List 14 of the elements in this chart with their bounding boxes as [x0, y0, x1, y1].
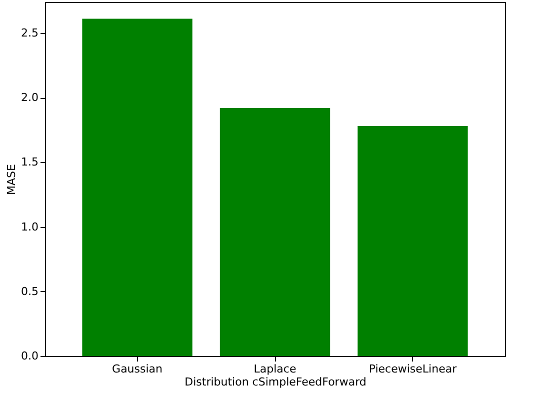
y-tick-label: 0.5 [21, 284, 38, 298]
x-tick-label: Gaussian [112, 362, 163, 376]
x-tick-label: PiecewiseLinear [368, 362, 458, 376]
y-tick-label: 1.0 [21, 220, 38, 234]
y-axis-title: MASE [5, 164, 18, 195]
bar [220, 108, 330, 356]
bar [82, 18, 192, 356]
x-axis-title: Distribution cSimpleFeedForward [184, 376, 366, 388]
y-tick-label: 0.0 [21, 350, 38, 362]
y-tick-label: 2.0 [21, 91, 38, 104]
y-tick-label: 2.5 [21, 26, 38, 40]
y-tick-label: 1.5 [21, 156, 38, 169]
x-tick-label: Laplace [254, 362, 296, 376]
bar [358, 126, 468, 356]
